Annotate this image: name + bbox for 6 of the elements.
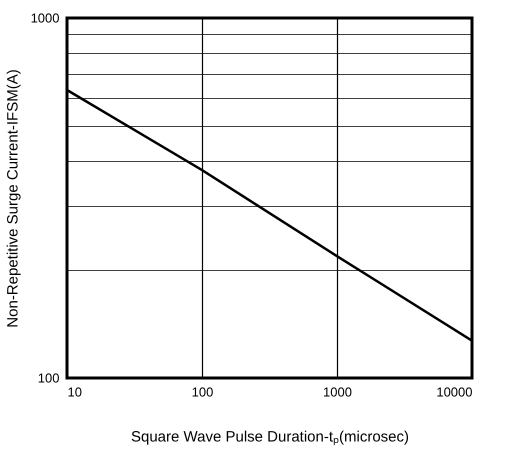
x-tick-label: 10 xyxy=(68,384,82,400)
x-tick-label: 100 xyxy=(192,384,214,400)
x-tick-label: 10000 xyxy=(436,384,472,400)
x-axis-title: Square Wave Pulse Duration-tₚ(microsec) xyxy=(130,428,410,446)
y-axis-title: Non-Repetitive Surge Current-IFSM(A) xyxy=(4,69,22,328)
x-tick-label: 1000 xyxy=(323,384,352,400)
